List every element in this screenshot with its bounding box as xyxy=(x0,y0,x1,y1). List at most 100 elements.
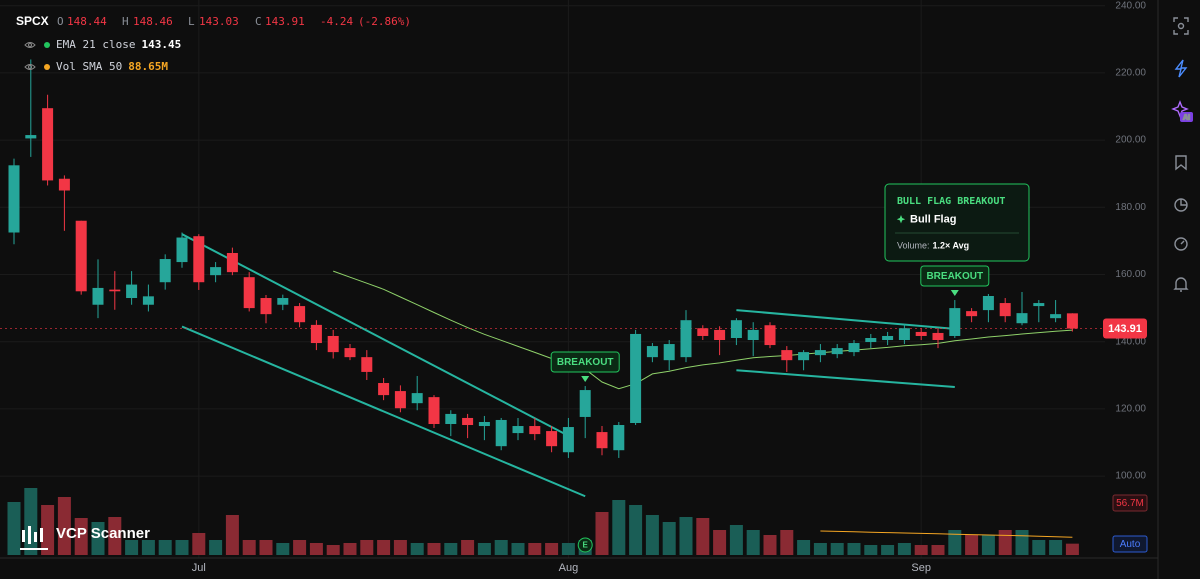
volume-bar xyxy=(1032,540,1046,555)
volume-bar xyxy=(830,543,844,555)
y-tick-label: 120.00 xyxy=(1115,404,1146,415)
volume-bar xyxy=(293,540,307,555)
volume-bar xyxy=(125,540,139,555)
candle-body xyxy=(1033,303,1045,307)
trendline xyxy=(736,309,955,330)
volume-bar xyxy=(729,525,743,555)
legend-name: EMA 21 close xyxy=(56,38,135,51)
earnings-marker xyxy=(577,537,593,553)
pie-icon[interactable] xyxy=(1174,198,1188,212)
price-label-bg xyxy=(1103,318,1147,339)
volume-bar xyxy=(91,522,105,555)
bell-icon[interactable] xyxy=(1173,277,1189,292)
candle-body xyxy=(663,344,675,361)
candle-layer xyxy=(8,59,1078,458)
gauge-icon[interactable] xyxy=(1174,237,1188,251)
candle-body xyxy=(445,413,457,425)
ohlc-value: 143.91 xyxy=(265,15,305,28)
candle-body xyxy=(747,329,759,341)
breakout-label: BREAKOUT xyxy=(926,271,983,282)
candle-body xyxy=(579,390,591,417)
volume-bar xyxy=(981,535,995,555)
candle-body xyxy=(630,333,642,423)
legend-value: 88.65M xyxy=(128,60,168,73)
candle-body xyxy=(512,426,524,434)
volume-bar xyxy=(326,545,340,555)
volume-bar xyxy=(494,540,508,555)
watermark-icon xyxy=(20,526,48,550)
candle-body xyxy=(394,391,406,409)
volume-bar xyxy=(897,543,911,555)
candle-body xyxy=(260,298,272,315)
volume-bar xyxy=(998,530,1012,555)
candle-body xyxy=(361,357,373,372)
volume-bar xyxy=(847,543,861,555)
vol_sma-line xyxy=(820,530,1073,538)
tooltip-volume-value: 1.2× Avg xyxy=(933,240,970,250)
volume-bar xyxy=(393,540,407,555)
candle-body xyxy=(730,320,742,338)
legend-name: Vol SMA 50 xyxy=(56,60,122,73)
candle-body xyxy=(226,252,238,273)
ohlc-key: O xyxy=(57,15,64,28)
candle-body xyxy=(898,328,910,341)
scale-button-label: Auto xyxy=(1120,539,1141,550)
candle-body xyxy=(1066,313,1078,329)
candle-body xyxy=(58,178,70,191)
watermark-text: VCP Scanner xyxy=(56,525,150,542)
trendline xyxy=(181,233,569,437)
flash-icon[interactable] xyxy=(1174,59,1188,78)
y-tick-label: 100.00 xyxy=(1115,471,1146,482)
volume-bar xyxy=(242,540,256,555)
ai-icon[interactable]: AI xyxy=(1171,100,1193,122)
ohlc-key: H xyxy=(122,15,129,28)
candle-body xyxy=(848,343,860,353)
candle-body xyxy=(1050,314,1062,319)
candle-body xyxy=(92,287,104,305)
candle-body xyxy=(428,397,440,425)
volume-bar xyxy=(259,540,273,555)
legend-value: 143.45 xyxy=(141,38,181,51)
candle-body xyxy=(75,220,87,292)
tooltip-pattern: Bull Flag xyxy=(910,213,956,225)
candle-body xyxy=(462,417,474,426)
change-percent: (-2.86%) xyxy=(358,15,411,28)
candle-body xyxy=(680,320,692,358)
volume-bar xyxy=(427,543,441,555)
volume-bar xyxy=(309,543,323,555)
ema-line xyxy=(333,270,1073,390)
candle-body xyxy=(478,421,490,427)
volume-bar xyxy=(1065,543,1079,555)
bookmark-icon[interactable] xyxy=(1175,155,1187,171)
tooltip-star xyxy=(896,215,906,224)
candle-body xyxy=(562,427,574,453)
grid xyxy=(0,0,1158,559)
tooltip-title: BULL FLAG BREAKOUT xyxy=(897,196,1005,207)
candle-body xyxy=(529,426,541,435)
breakout-box xyxy=(550,351,620,373)
volume-bar xyxy=(1049,540,1063,555)
volume-bar xyxy=(410,543,424,555)
x-tick-label: Aug xyxy=(559,562,579,574)
candle-body xyxy=(294,306,306,323)
volume-bar xyxy=(158,540,172,555)
volume-bar xyxy=(7,502,21,555)
candle-body xyxy=(814,350,826,356)
volume-bar xyxy=(864,545,878,555)
candle-body xyxy=(277,298,289,305)
y-tick-label: 160.00 xyxy=(1115,269,1146,280)
legend xyxy=(24,42,36,70)
candle-body xyxy=(126,284,138,299)
scan-icon[interactable] xyxy=(1173,17,1189,35)
volume-bar xyxy=(595,512,609,555)
candle-body xyxy=(25,135,37,139)
volume-bar xyxy=(192,533,206,555)
watermark: VCP Scanner xyxy=(20,525,150,550)
volume-bar xyxy=(797,540,811,555)
candle-body xyxy=(176,237,188,263)
tooltip-volume-label: Volume: xyxy=(897,240,930,250)
sidebar: AI xyxy=(1157,0,1200,579)
x-tick-label: Sep xyxy=(911,562,931,574)
volume-bar xyxy=(276,543,290,555)
